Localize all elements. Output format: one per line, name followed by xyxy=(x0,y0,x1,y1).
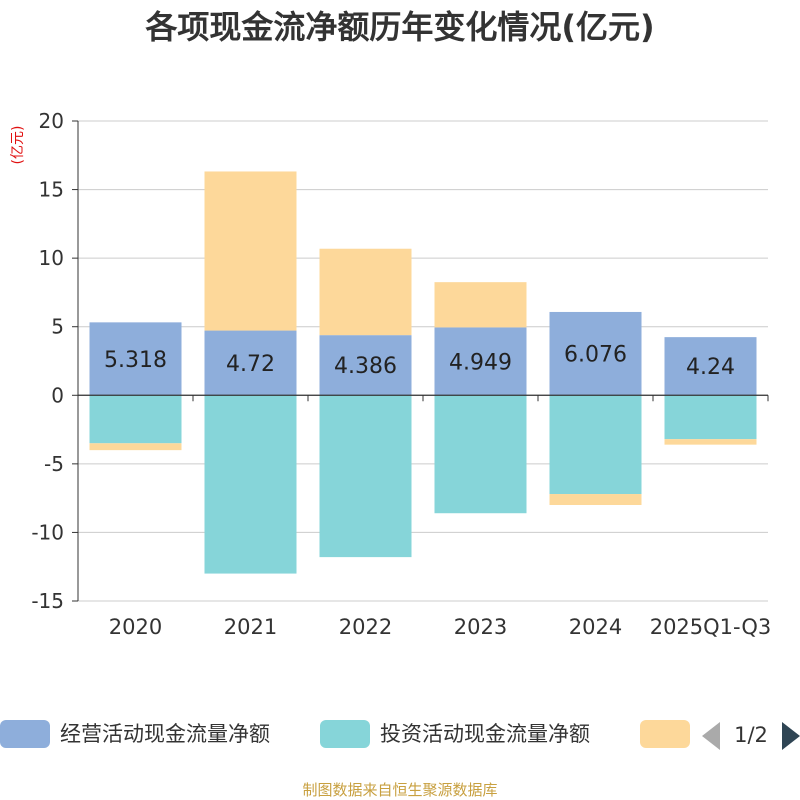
legend-label: 经营活动现金流量净额 xyxy=(60,722,270,746)
chart-title: 各项现金流净额历年变化情况(亿元) xyxy=(145,8,654,46)
legend-item-financing[interactable] xyxy=(640,720,690,748)
bar-operating-2024[interactable] xyxy=(549,311,642,396)
y-tick-label: 20 xyxy=(39,109,64,133)
x-tick-label: 2023 xyxy=(454,615,507,639)
bar-financing-2021[interactable] xyxy=(204,171,297,331)
bar-investing-2023[interactable] xyxy=(434,395,527,514)
legend-item-operating[interactable]: 经营活动现金流量净额 xyxy=(0,720,270,748)
data-label-operating: 5.318 xyxy=(104,348,167,373)
legend-next-page-icon[interactable] xyxy=(782,722,800,750)
bar-investing-2022[interactable] xyxy=(319,395,412,558)
legend-swatch xyxy=(640,720,690,748)
legend-swatch xyxy=(320,720,370,748)
legend: 经营活动现金流量净额 投资活动现金流量净额 1/2 xyxy=(0,720,800,750)
y-tick-label: -15 xyxy=(31,589,64,613)
y-tick-label: 5 xyxy=(51,315,64,339)
bars xyxy=(89,171,757,574)
bar-investing-2020[interactable] xyxy=(89,395,182,444)
bar-operating-2022[interactable] xyxy=(319,335,412,396)
data-label-operating: 4.24 xyxy=(686,355,735,380)
bar-investing-2021[interactable] xyxy=(204,395,297,574)
data-label-operating: 4.72 xyxy=(226,352,275,377)
legend-label: 投资活动现金流量净额 xyxy=(380,722,590,746)
legend-page-indicator: 1/2 xyxy=(734,723,768,747)
bar-investing-2025Q1-Q3[interactable] xyxy=(664,395,757,440)
bar-financing-2020[interactable] xyxy=(89,443,182,451)
bar-financing-2025Q1-Q3[interactable] xyxy=(664,439,757,445)
x-tick-label: 2021 xyxy=(224,615,277,639)
x-tick-label: 2025Q1-Q3 xyxy=(650,615,772,639)
y-tick-label: 15 xyxy=(39,178,64,202)
y-tick-label: -10 xyxy=(31,520,64,544)
y-tick-label: 10 xyxy=(39,246,64,270)
bar-operating-2025Q1-Q3[interactable] xyxy=(664,337,757,396)
data-labels: 5.318 4.72 4.386 4.949 6.076 4.24 xyxy=(104,343,735,381)
y-axis-unit-label: (亿元) xyxy=(10,126,26,165)
source-note: 制图数据来自恒生聚源数据库 xyxy=(302,781,497,799)
y-tick-label: 0 xyxy=(51,383,64,407)
data-label-operating: 4.386 xyxy=(334,354,397,379)
bar-financing-2022[interactable] xyxy=(319,248,412,336)
bar-operating-2023[interactable] xyxy=(434,327,527,396)
data-label-operating: 6.076 xyxy=(564,343,627,368)
x-tick-label: 2020 xyxy=(109,615,162,639)
x-tick-label: 2022 xyxy=(339,615,392,639)
bar-financing-2024[interactable] xyxy=(549,494,642,505)
legend-item-investing[interactable]: 投资活动现金流量净额 xyxy=(320,720,590,748)
bar-investing-2024[interactable] xyxy=(549,395,642,495)
bar-operating-2021[interactable] xyxy=(204,330,297,396)
y-tick-label: -5 xyxy=(44,452,64,476)
legend-swatch xyxy=(0,720,50,748)
legend-prev-page-icon[interactable] xyxy=(702,722,720,750)
bar-financing-2023[interactable] xyxy=(434,282,527,328)
bar-operating-2020[interactable] xyxy=(89,322,182,396)
x-tick-label: 2024 xyxy=(569,615,622,639)
data-label-operating: 4.949 xyxy=(449,350,512,375)
